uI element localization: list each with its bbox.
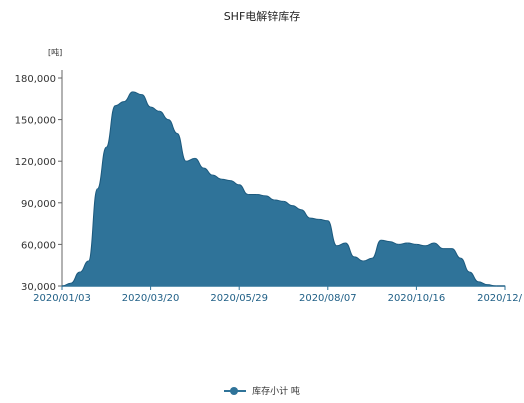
data-point (265, 195, 267, 197)
data-point (96, 188, 98, 190)
data-point (353, 256, 355, 258)
data-point (238, 184, 240, 186)
series-area (61, 91, 506, 287)
data-point (451, 248, 453, 250)
y-tick-label: 150,000 (15, 116, 56, 127)
data-point (327, 220, 329, 222)
data-point (504, 285, 506, 287)
legend-item[interactable]: 库存小计 吨 (224, 384, 300, 397)
data-point (176, 132, 178, 134)
data-point (220, 178, 222, 180)
y-tick-label: 180,000 (15, 74, 56, 85)
data-point (88, 260, 90, 262)
y-axis-unit-label: [吨] (48, 48, 63, 57)
data-point (274, 199, 276, 201)
y-axis: 30,000 60,000 90,000 120,000 150,000 180,000 (15, 70, 63, 293)
y-tick-label: 30,000 (21, 282, 56, 293)
x-tick-label: 2020/08/07 (299, 293, 357, 304)
data-point (469, 271, 471, 273)
x-axis: 2020/01/03 2020/03/20 2020/05/29 2020/08/07… (33, 285, 523, 304)
series-area-fill (62, 91, 505, 287)
data-point (194, 157, 196, 159)
data-point (212, 174, 214, 176)
x-tick-label: 2020/01/03 (33, 293, 91, 304)
data-point (79, 271, 81, 273)
chart-title: SHF电解锌库存 (223, 10, 301, 23)
data-point (380, 239, 382, 241)
data-point (283, 200, 284, 202)
data-point (105, 146, 107, 148)
data-point (442, 248, 444, 250)
data-point (132, 91, 134, 93)
y-tick-label: 90,000 (21, 199, 56, 210)
data-point (460, 257, 462, 259)
data-point (61, 285, 63, 287)
data-point (318, 218, 320, 220)
data-point (495, 285, 497, 287)
data-point (398, 243, 400, 245)
data-point (362, 260, 364, 262)
x-tick-label: 2020/03/20 (122, 293, 180, 304)
data-point (345, 242, 347, 244)
data-point (150, 106, 152, 108)
data-point (389, 241, 391, 243)
data-point (415, 243, 417, 245)
data-point (167, 119, 169, 121)
data-point (247, 193, 249, 195)
legend-label: 库存小计 吨 (252, 387, 300, 397)
legend[interactable]: 库存小计 吨 (0, 384, 524, 399)
data-point (336, 245, 338, 247)
data-point (371, 257, 373, 259)
data-point (70, 282, 72, 284)
data-point (486, 284, 488, 286)
data-point (407, 242, 409, 244)
y-tick-label: 60,000 (21, 240, 56, 251)
y-tick-label: 120,000 (15, 157, 56, 168)
data-point (424, 245, 426, 247)
data-point (300, 209, 302, 211)
data-point (185, 160, 187, 162)
data-point (114, 105, 116, 107)
x-tick-label: 2020/12/ (477, 293, 523, 304)
data-point (309, 217, 311, 219)
x-tick-label: 2020/05/29 (210, 293, 268, 304)
legend-swatch-icon (224, 386, 247, 396)
data-point (477, 281, 479, 283)
data-point (433, 242, 435, 244)
data-point (203, 167, 205, 169)
x-tick-label: 2020/10/16 (388, 293, 446, 304)
data-point (256, 193, 258, 195)
data-point (291, 205, 293, 207)
data-point (141, 94, 143, 96)
data-point (158, 110, 160, 112)
data-point (123, 101, 125, 103)
data-point (229, 180, 231, 182)
